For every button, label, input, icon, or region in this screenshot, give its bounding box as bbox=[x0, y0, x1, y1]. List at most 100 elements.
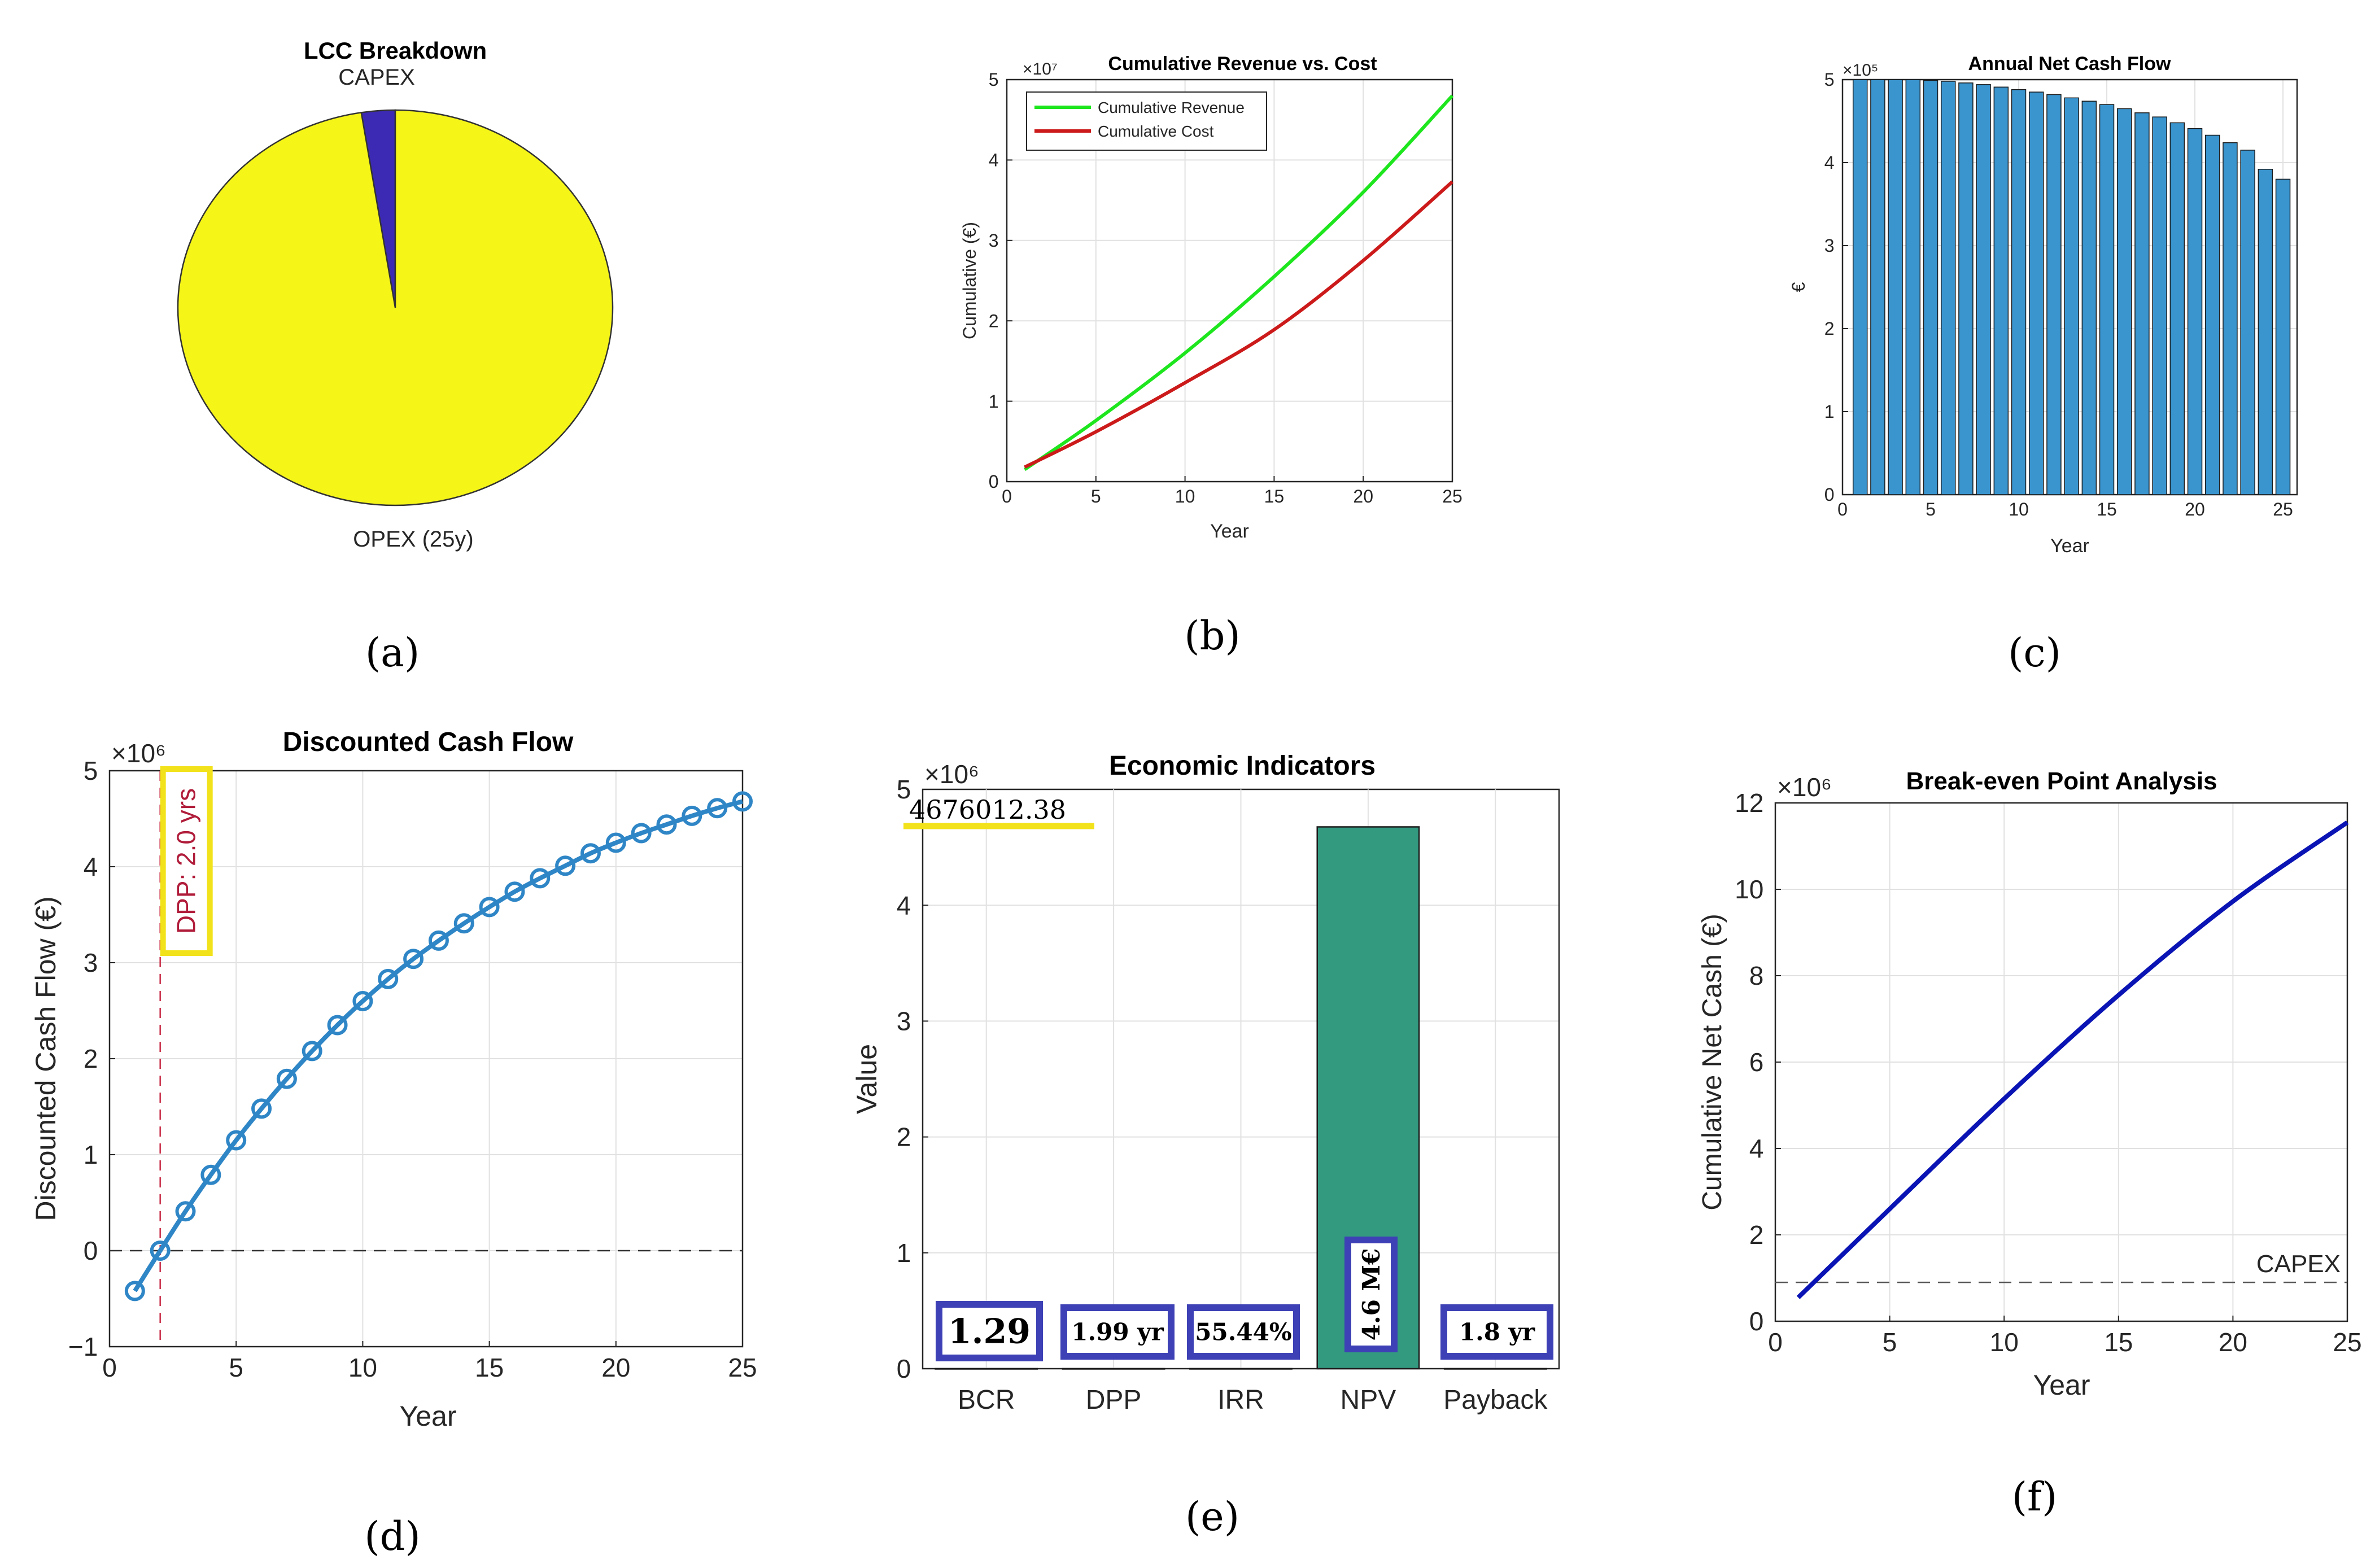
netcash-bar bbox=[2205, 134, 2220, 495]
econ-value-label: 1.29 bbox=[948, 1312, 1031, 1352]
netcash-bar bbox=[2046, 94, 2062, 495]
dcf-point bbox=[605, 832, 626, 853]
netcash-bar bbox=[2064, 97, 2079, 495]
pie-slice-opex bbox=[177, 109, 614, 506]
dcf-ytick-label: −1 bbox=[68, 1332, 98, 1361]
netcash-ytick-label: 1 bbox=[1824, 401, 1835, 422]
econ-value-box bbox=[936, 1301, 1043, 1361]
netcash-bar bbox=[2240, 150, 2255, 495]
revcost-series-revenue bbox=[1023, 94, 1454, 471]
revcost-ytick-label: 2 bbox=[989, 311, 999, 331]
netcash-bar bbox=[1905, 79, 1921, 495]
panel-label-f: (f) bbox=[2012, 1474, 2058, 1520]
breakeven-ytick-label: 0 bbox=[1749, 1307, 1764, 1336]
dcf-point bbox=[251, 1098, 272, 1119]
breakeven-ytick-label: 2 bbox=[1749, 1220, 1764, 1250]
breakeven-xtick-label: 20 bbox=[2219, 1327, 2247, 1357]
panel-label-e: (e) bbox=[1185, 1493, 1239, 1540]
revcost-title: Cumulative Revenue vs. Cost bbox=[1108, 53, 1377, 75]
econ-value-label: 55.44% bbox=[1195, 1318, 1291, 1346]
netcash-bar bbox=[2081, 101, 2097, 495]
netcash-xtick-label: 25 bbox=[2273, 499, 2293, 519]
revcost-ytick-label: 0 bbox=[989, 471, 999, 492]
panel-label-c: (c) bbox=[2008, 630, 2061, 676]
dcf-point bbox=[150, 1241, 171, 1261]
econ-top-label: 4676012.38 bbox=[909, 794, 1066, 825]
revcost-legend-label: Cumulative Cost bbox=[1098, 123, 1214, 140]
revcost-legend-label: Cumulative Revenue bbox=[1098, 99, 1245, 116]
dcf-point bbox=[403, 949, 424, 969]
revcost-ytick-label: 1 bbox=[989, 391, 999, 412]
dcf-point bbox=[226, 1130, 247, 1151]
dcf-ytick-label: 5 bbox=[84, 756, 98, 785]
econ-title: Economic Indicators bbox=[1109, 751, 1376, 781]
breakeven-ytick-label: 4 bbox=[1749, 1134, 1764, 1163]
netcash-ytick-label: 0 bbox=[1824, 484, 1835, 505]
netcash-ytick-label: 5 bbox=[1824, 69, 1835, 90]
dcf-ytick-label: 2 bbox=[84, 1044, 98, 1073]
netcash-bar bbox=[2152, 116, 2167, 495]
netcash-bar bbox=[2258, 169, 2273, 495]
netcash-bar bbox=[1976, 84, 1991, 495]
dcf-xlabel: Year bbox=[399, 1400, 456, 1432]
econ-axes: 0 1 2 3 4 5 bbox=[897, 775, 1560, 1383]
netcash-bar bbox=[1888, 79, 1903, 495]
panel-label-d: (d) bbox=[364, 1513, 420, 1560]
netcash-ytick-label: 2 bbox=[1824, 318, 1835, 339]
netcash-bar bbox=[2028, 91, 2044, 495]
netcash-xlabel: Year bbox=[2050, 535, 2089, 557]
econ-ytick-label: 5 bbox=[897, 775, 911, 804]
revcost-xlabel: Year bbox=[1210, 521, 1249, 542]
netcash-bar bbox=[2187, 128, 2203, 495]
econ-value-box bbox=[1060, 1304, 1175, 1360]
netcash-bar bbox=[2169, 122, 2185, 495]
dcf-point bbox=[580, 843, 601, 864]
dcf-point bbox=[453, 913, 474, 934]
netcash-exponent: ×10⁵ bbox=[1843, 61, 1878, 80]
revcost-series-cost bbox=[1024, 180, 1453, 469]
dcf-point bbox=[631, 823, 652, 844]
dcf-point bbox=[530, 868, 551, 889]
netcash-title: Annual Net Cash Flow bbox=[1968, 53, 2171, 75]
dcf-point bbox=[656, 814, 677, 835]
econ-ytick-label: 1 bbox=[897, 1238, 911, 1268]
dcf-point bbox=[479, 897, 500, 918]
dcf-point bbox=[707, 798, 728, 819]
netcash-bar bbox=[2116, 108, 2132, 495]
revcost-xtick-label: 5 bbox=[1091, 486, 1101, 506]
econ-ytick-label: 3 bbox=[897, 1007, 911, 1036]
netcash-ytick-label: 4 bbox=[1824, 152, 1835, 173]
netcash-bar bbox=[2011, 89, 2027, 495]
dcf-point bbox=[200, 1164, 221, 1185]
netcash-bar bbox=[1993, 86, 2009, 495]
breakeven-title: Break-even Point Analysis bbox=[1906, 767, 2217, 795]
panel-label-a: (a) bbox=[365, 630, 420, 676]
revcost-legend-box bbox=[1026, 91, 1267, 151]
dcf-point bbox=[378, 968, 399, 989]
revcost-exponent: ×10⁷ bbox=[1023, 60, 1058, 78]
econ-value-box bbox=[1344, 1237, 1398, 1352]
econ-ytick-label: 2 bbox=[897, 1123, 911, 1152]
dcf-xtick-label: 20 bbox=[601, 1353, 630, 1382]
netcash-xtick-label: 0 bbox=[1837, 499, 1848, 519]
econ-xtick-label: DPP bbox=[1086, 1385, 1142, 1415]
breakeven-ytick-label: 8 bbox=[1749, 961, 1764, 990]
econ-ytick-label: 0 bbox=[897, 1354, 911, 1383]
breakeven-axes: 0 5 10 15 20 25 0 2 4 6 8 10 12 bbox=[1735, 788, 2361, 1357]
dcf-point bbox=[124, 1281, 145, 1301]
dcf-point bbox=[428, 930, 449, 951]
revcost-ytick-label: 4 bbox=[989, 150, 999, 171]
breakeven-xlabel: Year bbox=[2033, 1369, 2090, 1401]
breakeven-xtick-label: 15 bbox=[2104, 1327, 2133, 1357]
netcash-bar bbox=[2099, 104, 2115, 495]
econ-exponent: ×10⁶ bbox=[924, 759, 979, 789]
netcash-xtick-label: 20 bbox=[2185, 499, 2205, 519]
econ-xtick-label: Payback bbox=[1443, 1385, 1548, 1415]
netcash-bar bbox=[2134, 112, 2150, 495]
revcost-legend: Cumulative Revenue Cumulative Cost bbox=[1026, 91, 1267, 151]
netcash-xtick-label: 5 bbox=[1926, 499, 1936, 519]
breakeven-xtick-label: 5 bbox=[1883, 1327, 1897, 1357]
dcf-point bbox=[327, 1015, 348, 1036]
dcf-xtick-label: 25 bbox=[728, 1353, 757, 1382]
